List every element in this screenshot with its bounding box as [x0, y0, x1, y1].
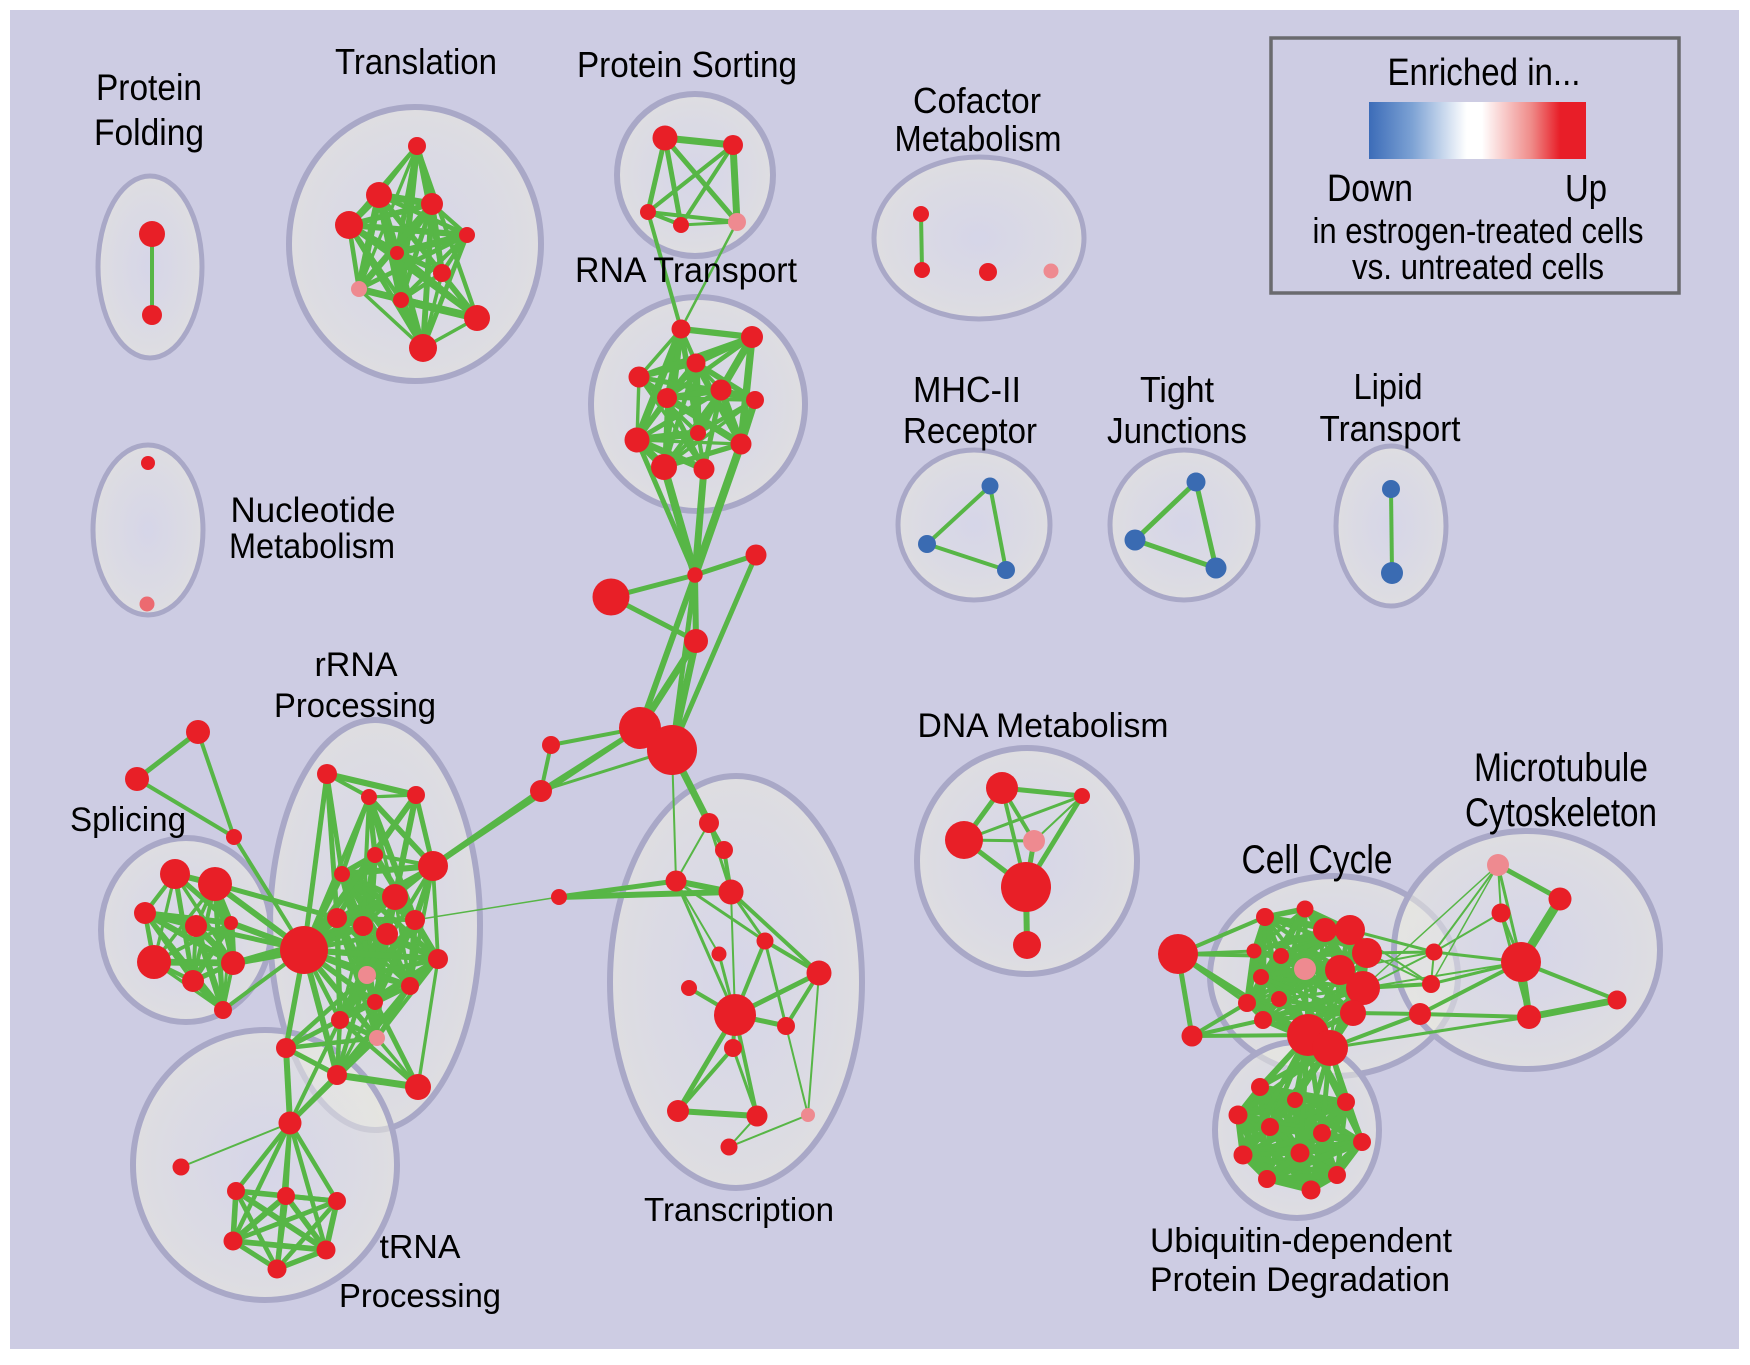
svg-text:in estrogen-treated cells: in estrogen-treated cells [1313, 210, 1644, 251]
svg-text:Cofactor: Cofactor [913, 80, 1041, 121]
svg-text:Splicing: Splicing [70, 801, 186, 839]
svg-text:Protein Sorting: Protein Sorting [577, 44, 797, 85]
svg-text:Processing: Processing [339, 1278, 501, 1315]
svg-text:Down: Down [1327, 168, 1413, 210]
svg-text:Transport: Transport [1320, 408, 1461, 449]
svg-text:Enriched in...: Enriched in... [1388, 52, 1581, 94]
svg-text:Metabolism: Metabolism [895, 118, 1062, 159]
svg-text:Cytoskeleton: Cytoskeleton [1465, 791, 1657, 835]
svg-text:Folding: Folding [94, 111, 204, 153]
svg-text:Tight: Tight [1140, 369, 1214, 410]
svg-text:rRNA: rRNA [315, 646, 399, 684]
svg-text:DNA Metabolism: DNA Metabolism [918, 707, 1169, 745]
svg-text:vs. untreated cells: vs. untreated cells [1352, 246, 1604, 287]
svg-text:Protein Degradation: Protein Degradation [1150, 1261, 1450, 1299]
svg-text:Lipid: Lipid [1354, 366, 1423, 407]
svg-text:MHC-II: MHC-II [913, 369, 1021, 410]
svg-text:Nucleotide: Nucleotide [231, 491, 396, 530]
svg-text:Transcription: Transcription [644, 1192, 834, 1229]
svg-text:Protein: Protein [96, 66, 202, 108]
svg-text:Metabolism: Metabolism [229, 527, 395, 566]
svg-text:tRNA: tRNA [380, 1229, 462, 1266]
svg-text:Ubiquitin-dependent: Ubiquitin-dependent [1150, 1222, 1453, 1260]
svg-text:Processing: Processing [274, 687, 436, 725]
svg-text:Cell Cycle: Cell Cycle [1242, 838, 1393, 882]
svg-text:Receptor: Receptor [903, 410, 1037, 451]
svg-text:RNA Transport: RNA Transport [575, 251, 797, 290]
svg-text:Microtubule: Microtubule [1474, 746, 1648, 790]
svg-text:Translation: Translation [335, 41, 497, 82]
svg-text:Junctions: Junctions [1107, 410, 1247, 451]
svg-text:Up: Up [1565, 168, 1607, 210]
